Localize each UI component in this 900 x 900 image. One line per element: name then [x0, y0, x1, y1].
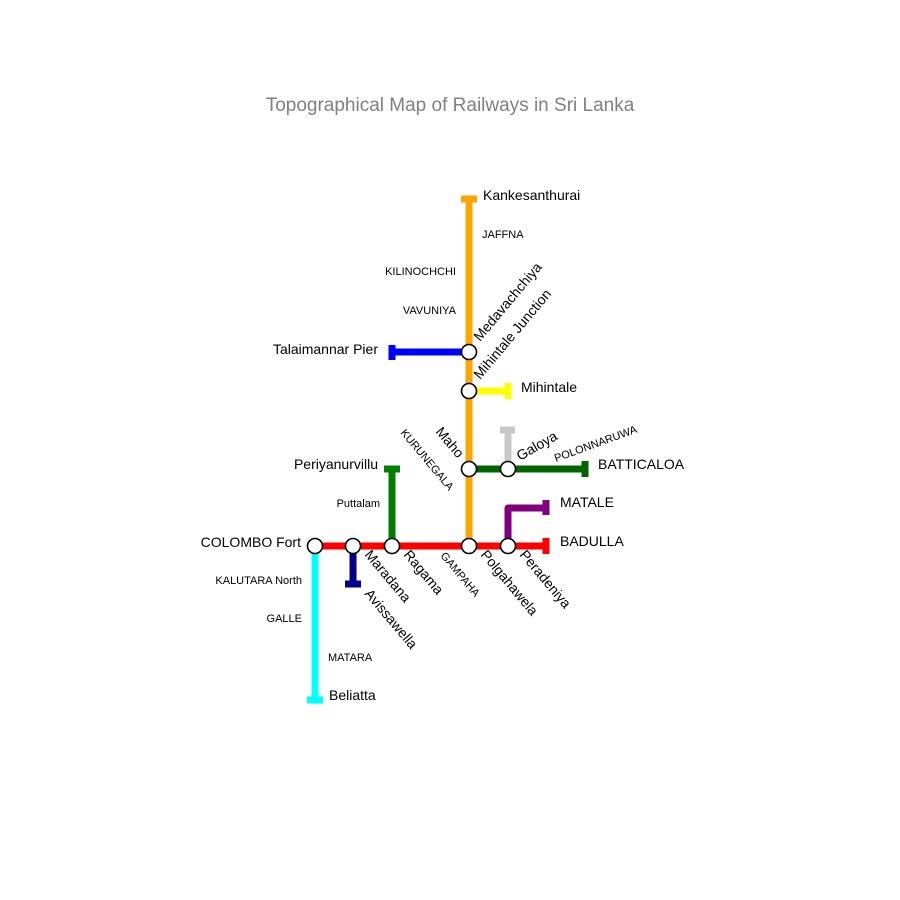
label-beliatta: Beliatta: [329, 687, 376, 703]
interchange-stations: [306, 343, 517, 555]
station-polgahawela[interactable]: [460, 537, 478, 555]
town-kilinochchi: KILINOCHCHI: [385, 266, 456, 278]
station-medavachchiya[interactable]: [460, 343, 478, 361]
town-jaffna: JAFFNA: [482, 229, 524, 241]
label-periyanurvillu: Periyanurvillu: [294, 456, 378, 472]
town-puttalam: Puttalam: [337, 498, 380, 510]
label-galoya: Galoya: [514, 427, 561, 463]
label-mihintale: Mihintale: [521, 379, 577, 395]
matale-line: [504, 504, 546, 546]
station-labels: Kankesanthurai Talaimannar Pier Mihintal…: [201, 187, 685, 703]
town-kalutara-north: KALUTARA North: [215, 575, 302, 587]
town-labels: JAFFNA KILINOCHCHI VAVUNIYA Puttalam KAL…: [215, 229, 639, 664]
station-peradeniya[interactable]: [499, 537, 517, 555]
station-galoya[interactable]: [499, 460, 517, 478]
station-maho[interactable]: [460, 460, 478, 478]
station-mihintale-junction[interactable]: [460, 382, 478, 400]
label-batticaloa: BATTICALOA: [598, 456, 685, 472]
label-matale: MATALE: [560, 494, 614, 510]
town-vavuniya: VAVUNIYA: [403, 305, 457, 317]
town-matara: MATARA: [328, 652, 373, 664]
label-badulla: BADULLA: [560, 533, 624, 549]
label-maho: Maho: [433, 424, 468, 461]
map-title: Topographical Map of Railways in Sri Lan…: [266, 95, 635, 116]
town-galle: GALLE: [267, 613, 302, 625]
station-ragama[interactable]: [383, 537, 401, 555]
label-kankesanthurai: Kankesanthurai: [483, 187, 580, 203]
label-colombo-fort: COLOMBO Fort: [201, 534, 301, 550]
station-colombo-fort[interactable]: [306, 537, 324, 555]
station-maradana[interactable]: [344, 537, 362, 555]
label-talaimannar-pier: Talaimannar Pier: [273, 341, 378, 357]
town-gampaha: GAMPAHA: [438, 550, 482, 600]
